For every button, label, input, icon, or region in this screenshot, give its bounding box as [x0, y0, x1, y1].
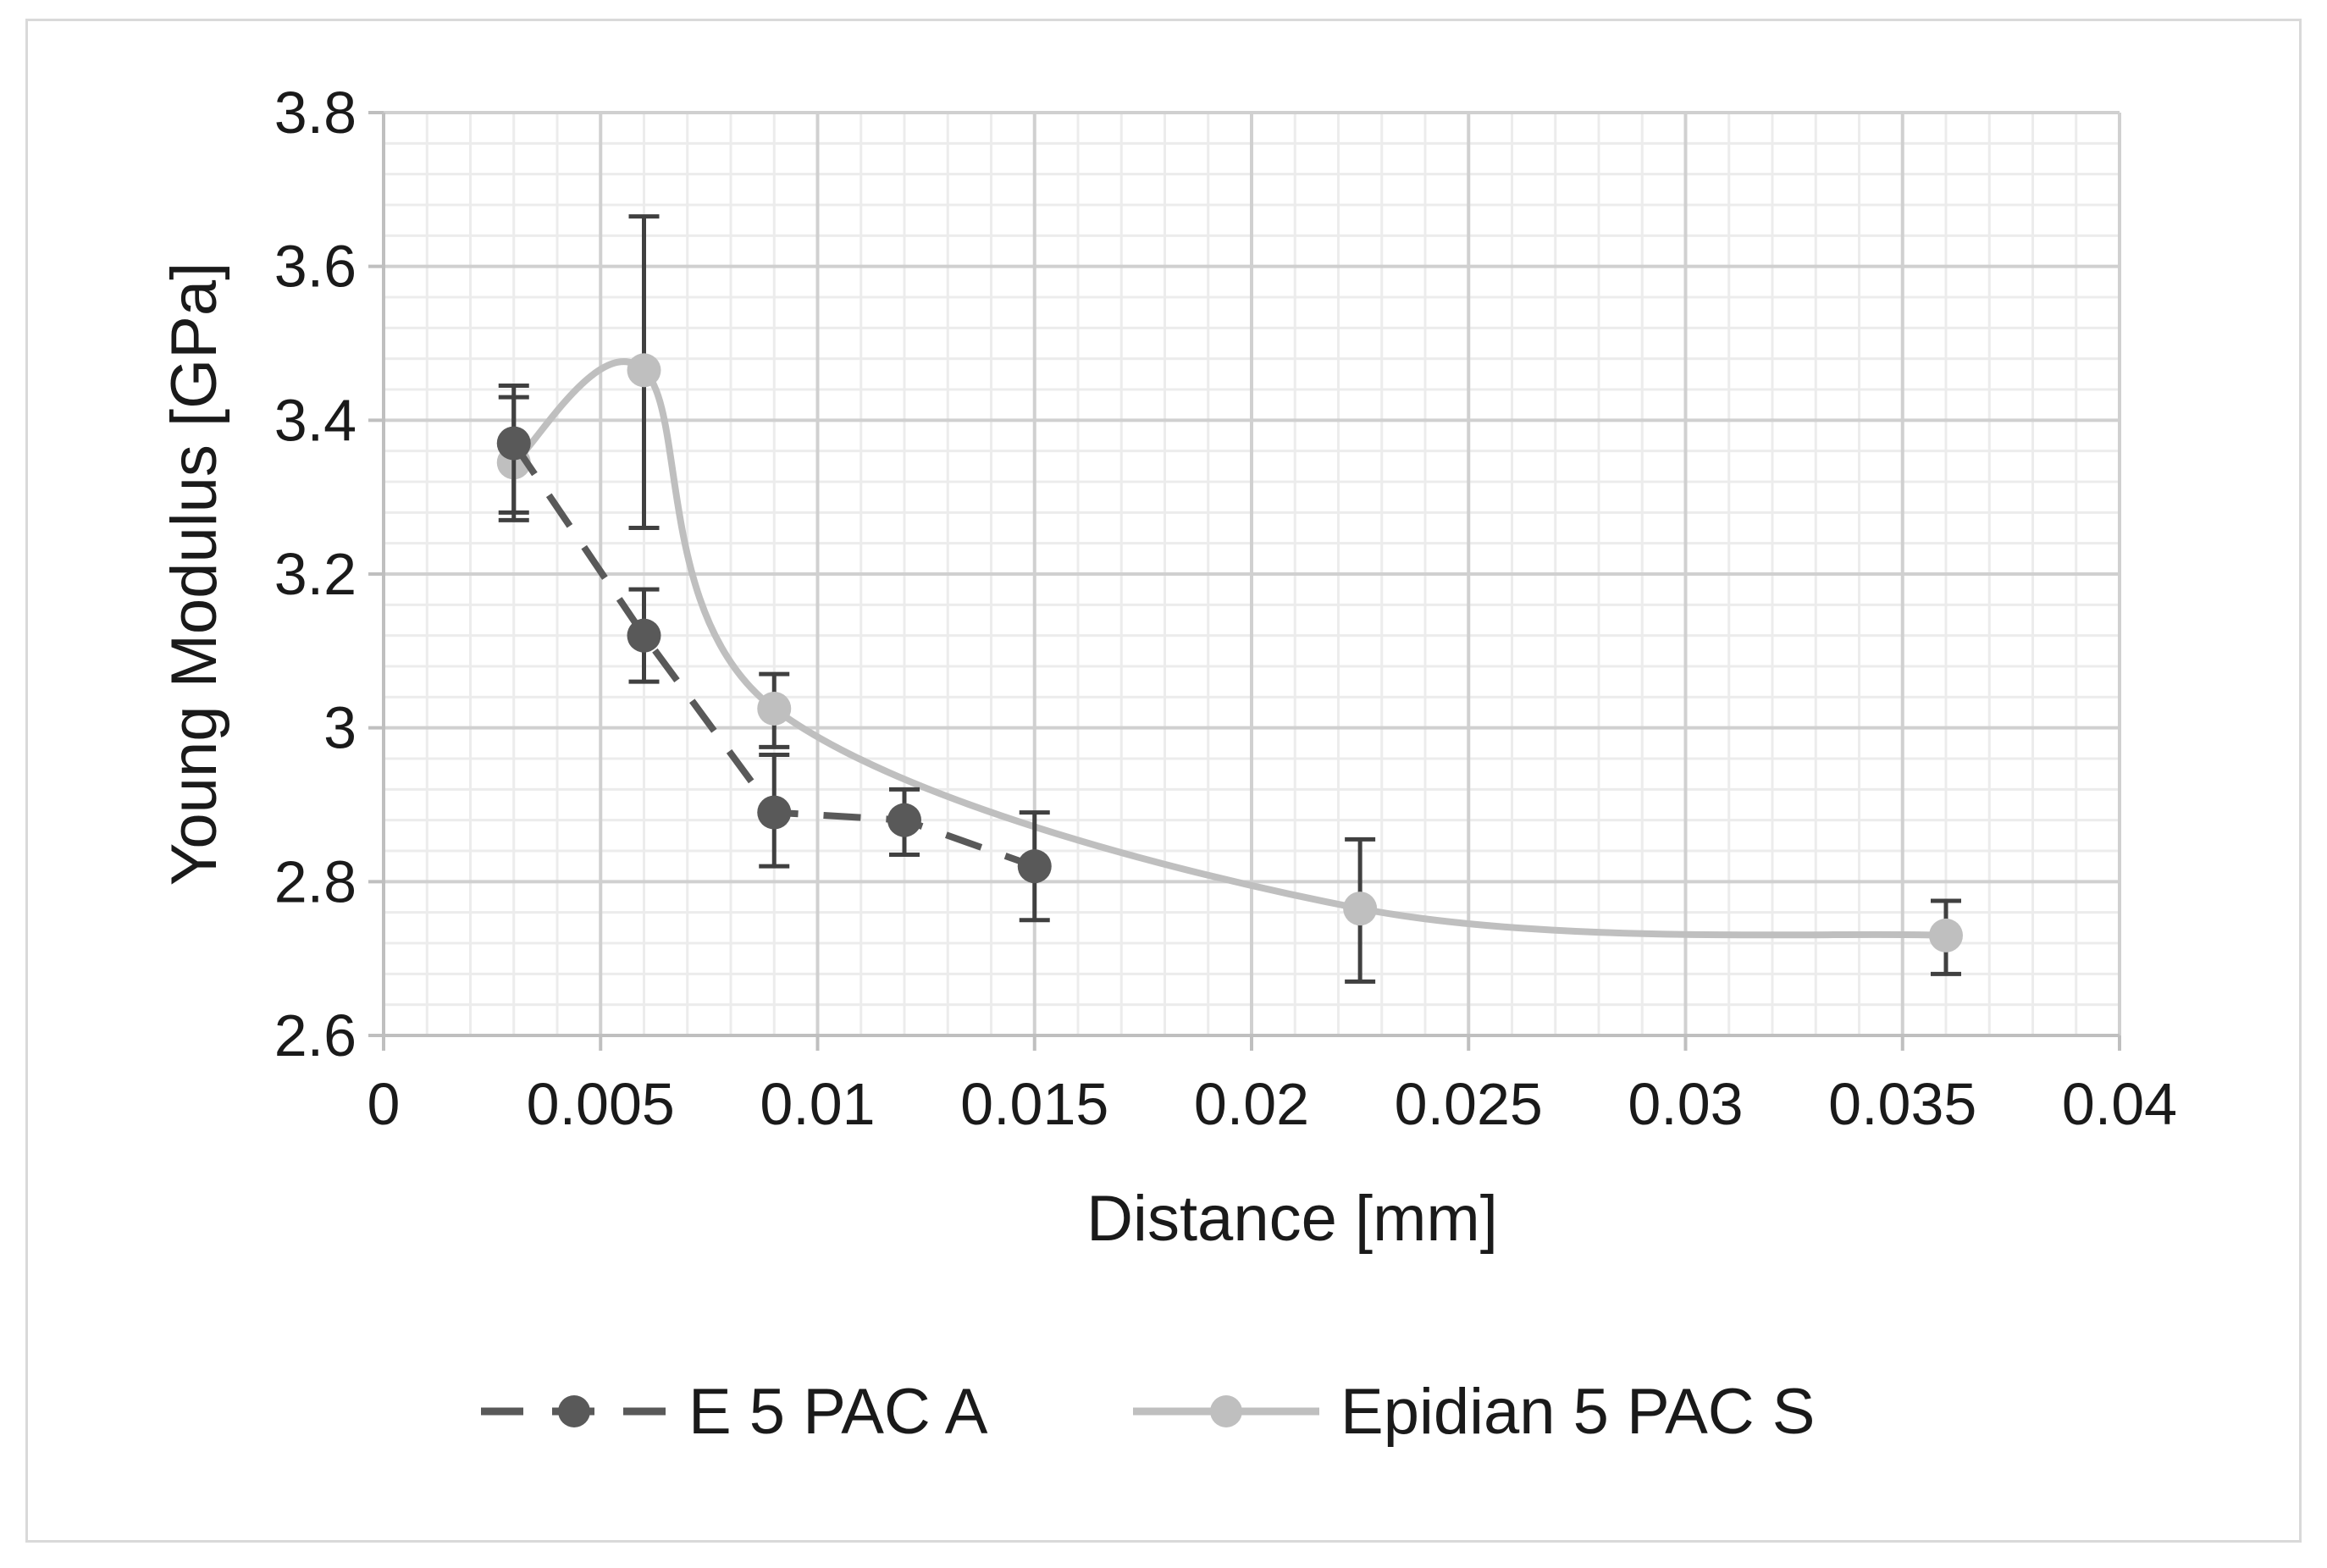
- x-tick-label-1: 0.005: [527, 1071, 675, 1137]
- legend-label-e5paca: E 5 PAC A: [688, 1376, 988, 1448]
- y-tick-label-6: 3.8: [274, 80, 357, 146]
- chart-frame: 2.6 2.8 3 3.2 3.4 3.6 3.8 0 0.005 0.01 0.015 0.02 0…: [25, 19, 2302, 1543]
- series-layer: [496, 214, 1963, 984]
- y-tick-label-0: 2.6: [274, 1002, 357, 1068]
- axes: [368, 111, 2121, 1051]
- legend-label-epidian5pacs: Epidian 5 PAC S: [1340, 1376, 1815, 1448]
- series-1-point-1: [627, 353, 661, 388]
- x-axis-title: Distance [mm]: [1086, 1183, 1498, 1255]
- x-tick-label-3: 0.015: [960, 1071, 1108, 1137]
- series-0-point-0: [496, 426, 531, 461]
- legend: E 5 PAC A Epidian 5 PAC S: [481, 1376, 1815, 1448]
- legend-entry-epidian5pacs: Epidian 5 PAC S: [1133, 1376, 1815, 1448]
- y-tick-label-4: 3.4: [274, 387, 357, 453]
- y-tick-labels: 2.6 2.8 3 3.2 3.4 3.6 3.8: [274, 80, 357, 1068]
- series-1-point-3: [1343, 892, 1378, 926]
- series-1-point-2: [757, 691, 792, 726]
- series-0-point-2: [757, 795, 792, 830]
- y-tick-label-3: 3.2: [274, 541, 357, 607]
- series-0-point-1: [627, 618, 661, 653]
- y-tick-label-2: 3: [323, 695, 357, 761]
- series-0-point-3: [887, 803, 921, 837]
- x-tick-label-7: 0.035: [1828, 1071, 1976, 1137]
- x-tick-label-0: 0: [368, 1071, 401, 1137]
- series-0: [496, 383, 1052, 923]
- legend-swatch-marker-e5paca: [558, 1395, 590, 1427]
- x-tick-label-8: 0.04: [2062, 1071, 2177, 1137]
- x-tick-labels: 0 0.005 0.01 0.015 0.02 0.025 0.03 0.035 0.04: [368, 1071, 2178, 1137]
- y-tick-label-5: 3.6: [274, 234, 357, 300]
- x-tick-label-6: 0.03: [1628, 1071, 1743, 1137]
- legend-entry-e5paca: E 5 PAC A: [481, 1376, 988, 1448]
- x-tick-label-2: 0.01: [760, 1071, 875, 1137]
- series-0-point-4: [1017, 849, 1052, 884]
- legend-swatch-marker-epidian5pacs: [1210, 1395, 1242, 1427]
- chart: 2.62.833.23.43.63.8 0 0.005 0.01 0.015 0.02 0…: [158, 80, 2178, 1448]
- y-tick-label-1: 2.8: [274, 848, 357, 914]
- y-axis-title: Young Modulus [GPa]: [158, 262, 230, 886]
- x-tick-label-4: 0.02: [1194, 1071, 1309, 1137]
- x-tick-label-5: 0.025: [1395, 1071, 1543, 1137]
- series-1-point-4: [1929, 918, 1963, 952]
